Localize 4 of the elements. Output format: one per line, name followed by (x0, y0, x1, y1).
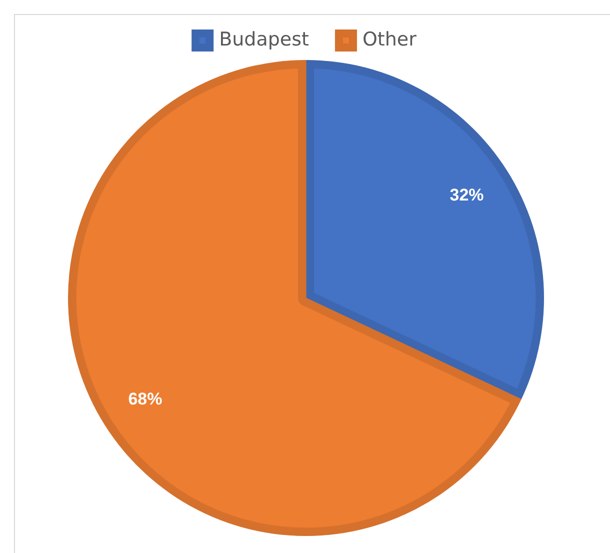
data-label: 68% (128, 390, 162, 409)
legend-label: Budapest (219, 28, 309, 50)
legend-label: Other (362, 28, 417, 50)
data-label: 32% (450, 186, 484, 205)
